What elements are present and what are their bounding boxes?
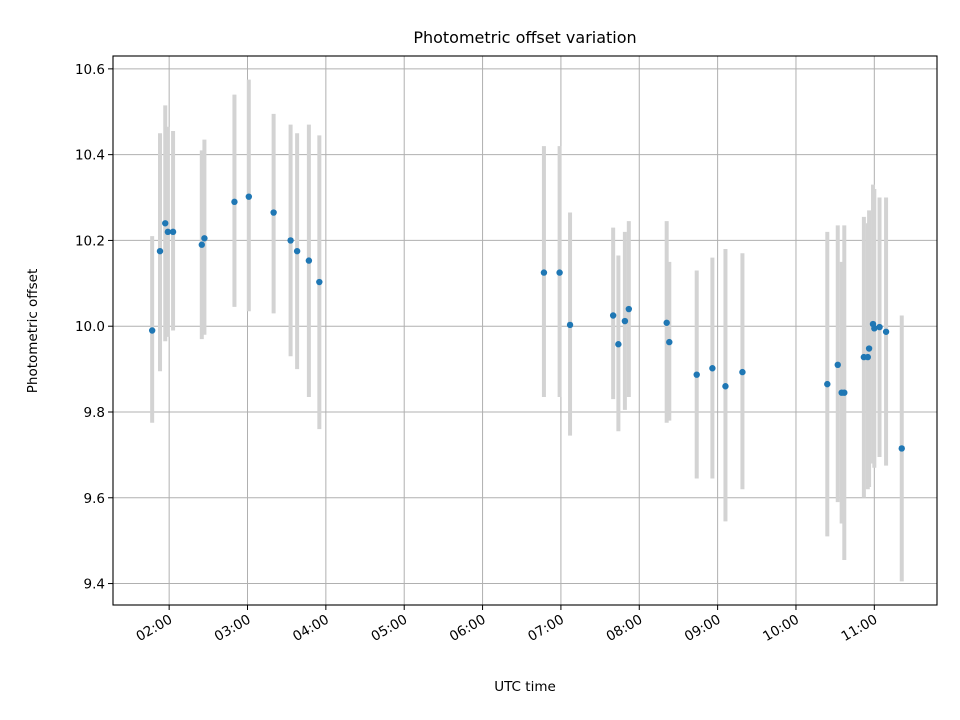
chart-title: Photometric offset variation bbox=[413, 28, 636, 47]
data-point bbox=[293, 247, 301, 255]
y-tick-label: 9.8 bbox=[84, 405, 105, 421]
data-point bbox=[625, 305, 633, 313]
data-point bbox=[164, 228, 172, 236]
data-point bbox=[615, 341, 622, 348]
data-point bbox=[609, 312, 617, 319]
data-point bbox=[169, 228, 177, 236]
axes-frame bbox=[112, 55, 938, 606]
data-point bbox=[739, 368, 746, 376]
y-tick-label: 10.0 bbox=[75, 319, 105, 335]
data-point bbox=[693, 371, 700, 378]
data-point bbox=[898, 445, 905, 452]
data-point bbox=[270, 209, 277, 216]
data-points bbox=[148, 193, 905, 452]
y-tick-label: 9.4 bbox=[84, 577, 105, 593]
y-tick-label: 10.6 bbox=[75, 62, 105, 78]
data-point bbox=[824, 380, 831, 388]
data-point bbox=[148, 327, 156, 334]
data-point bbox=[231, 198, 238, 206]
y-tick-label: 9.6 bbox=[84, 491, 105, 507]
data-point bbox=[305, 257, 313, 264]
data-point bbox=[621, 317, 629, 325]
data-point bbox=[156, 247, 164, 255]
data-point bbox=[663, 319, 670, 326]
data-point bbox=[162, 220, 169, 227]
data-point bbox=[864, 353, 871, 361]
data-point bbox=[882, 328, 890, 335]
data-point bbox=[556, 269, 563, 276]
x-axis-label: UTC time bbox=[494, 679, 556, 695]
y-tick-label: 10.4 bbox=[75, 148, 105, 164]
y-tick-label: 10.2 bbox=[75, 233, 105, 249]
data-point bbox=[287, 237, 294, 244]
data-point bbox=[841, 389, 848, 396]
data-point bbox=[722, 383, 729, 390]
data-point bbox=[709, 365, 716, 372]
data-point bbox=[865, 345, 873, 352]
data-point bbox=[834, 361, 841, 369]
data-point bbox=[245, 193, 253, 200]
data-point bbox=[540, 269, 548, 276]
data-point bbox=[871, 325, 878, 332]
data-point bbox=[198, 241, 205, 248]
data-point bbox=[566, 321, 574, 329]
data-point bbox=[201, 235, 208, 242]
y-axis-label: Photometric offset bbox=[25, 269, 41, 393]
data-point bbox=[876, 323, 883, 331]
data-point bbox=[316, 278, 323, 286]
data-point bbox=[666, 338, 673, 346]
